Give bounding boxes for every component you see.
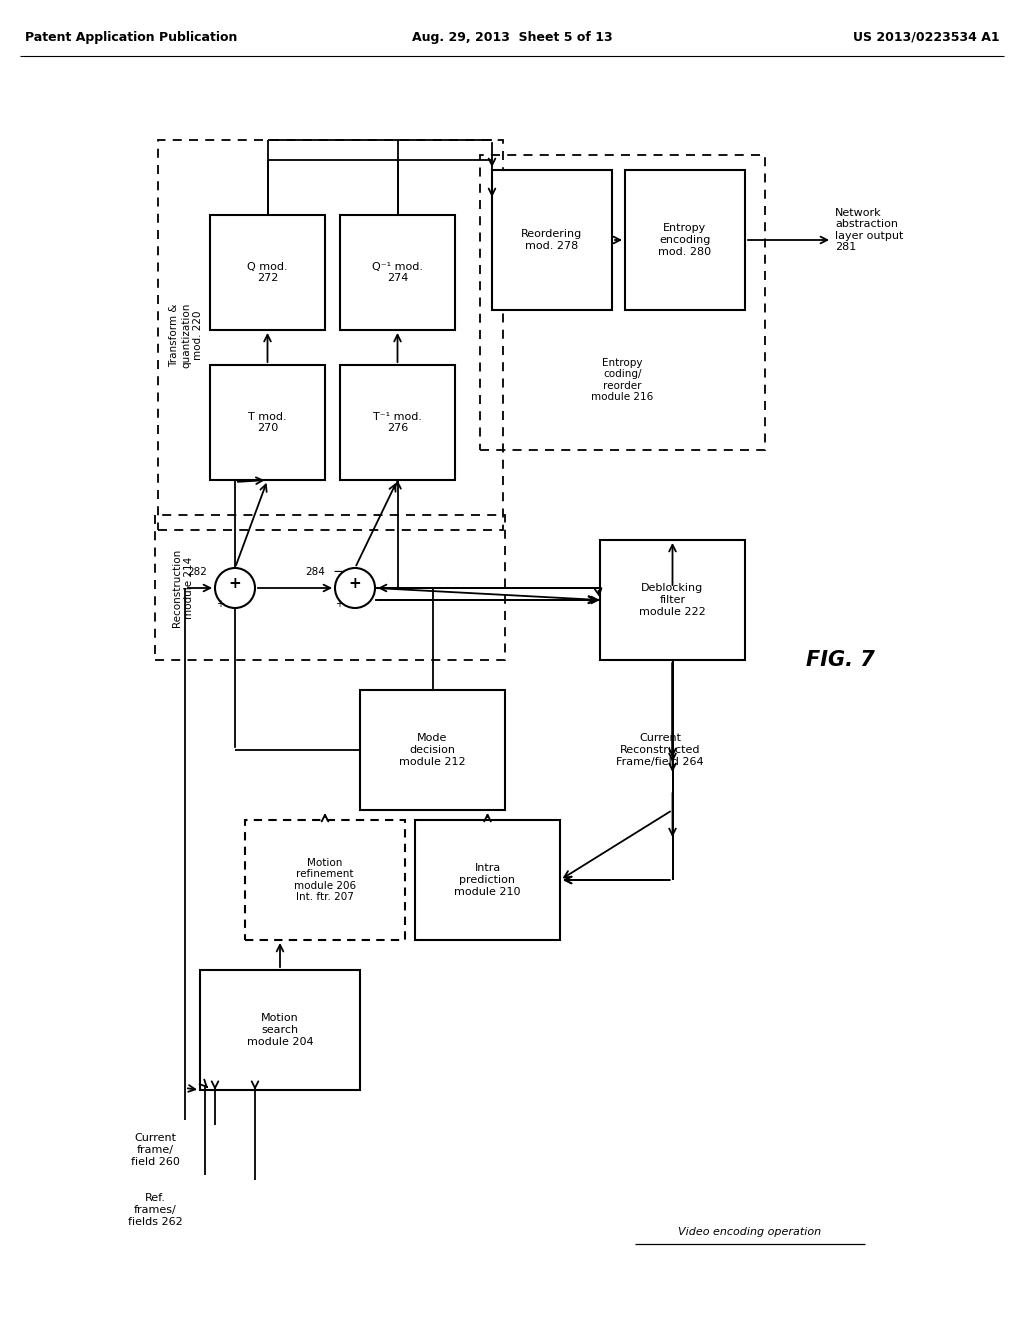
Text: Patent Application Publication: Patent Application Publication [25,30,238,44]
Bar [340,366,455,480]
Text: FIG. 7: FIG. 7 [806,649,874,671]
Text: Ref.
frames/
fields 262: Ref. frames/ fields 262 [128,1193,182,1226]
Bar [210,366,325,480]
Bar [340,215,455,330]
Text: T⁻¹ mod.
276: T⁻¹ mod. 276 [373,412,422,433]
Bar [625,170,745,310]
Text: +: + [348,577,361,591]
Bar [492,170,612,310]
Text: T mod.
270: T mod. 270 [248,412,287,433]
Text: Current
frame/
field 260: Current frame/ field 260 [131,1134,179,1167]
Text: 282: 282 [187,568,207,577]
Text: Transform &
quantization
mod. 220: Transform & quantization mod. 220 [169,302,203,368]
Text: Reordering
mod. 278: Reordering mod. 278 [521,230,583,251]
Bar [155,515,505,660]
Text: Q mod.
272: Q mod. 272 [247,261,288,284]
Text: US 2013/0223534 A1: US 2013/0223534 A1 [853,30,1000,44]
Bar [210,215,325,330]
Bar [415,820,560,940]
Bar [158,140,503,531]
Text: Intra
prediction
module 210: Intra prediction module 210 [455,863,521,896]
Text: 284: 284 [305,568,325,577]
Bar [360,690,505,810]
Text: Reconstruction
module 214: Reconstruction module 214 [172,548,194,627]
Bar [600,540,745,660]
Circle shape [215,568,255,609]
Text: Motion
refinement
module 206
Int. ftr. 207: Motion refinement module 206 Int. ftr. 2… [294,858,356,903]
Text: Q⁻¹ mod.
274: Q⁻¹ mod. 274 [372,261,423,284]
Text: Mode
decision
module 212: Mode decision module 212 [399,734,466,767]
Text: Current
Reconstructed
Frame/field 264: Current Reconstructed Frame/field 264 [616,734,703,767]
Circle shape [335,568,375,609]
Text: Deblocking
filter
module 222: Deblocking filter module 222 [639,583,706,616]
Text: Entropy
encoding
mod. 280: Entropy encoding mod. 280 [658,223,712,256]
Text: +: + [228,577,242,591]
Text: Entropy
coding/
reorder
module 216: Entropy coding/ reorder module 216 [592,358,653,403]
Text: Motion
search
module 204: Motion search module 204 [247,1014,313,1047]
Text: Network
abstraction
layer output
281: Network abstraction layer output 281 [835,207,903,252]
Bar [480,154,765,450]
Text: −: − [333,565,345,579]
Text: +: + [335,599,343,609]
Text: +: + [216,599,224,609]
Bar [200,970,360,1090]
Bar [245,820,406,940]
Text: Video encoding operation: Video encoding operation [679,1228,821,1237]
Text: Aug. 29, 2013  Sheet 5 of 13: Aug. 29, 2013 Sheet 5 of 13 [412,30,612,44]
